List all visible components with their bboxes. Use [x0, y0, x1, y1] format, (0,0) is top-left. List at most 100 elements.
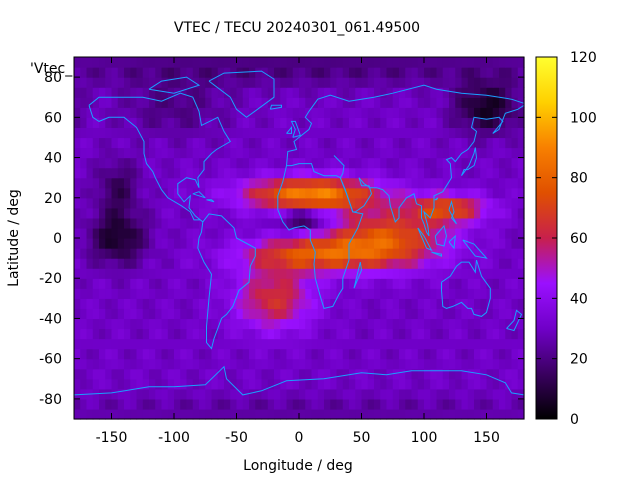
heatmap-cell [405, 388, 413, 400]
heatmap-cell [242, 328, 250, 340]
heatmap-cell [336, 67, 344, 78]
heatmap-cell [117, 177, 125, 189]
heatmap-cell [286, 207, 294, 219]
y-tick-label: -40 [39, 311, 62, 327]
heatmap-cell [424, 398, 431, 410]
heatmap-cell [449, 388, 456, 400]
heatmap-cell [130, 308, 138, 320]
heatmap-cell [442, 338, 450, 350]
heatmap-cell [355, 268, 363, 279]
coastline [339, 104, 525, 237]
heatmap-cell [486, 378, 494, 390]
heatmap-cell [499, 77, 506, 88]
heatmap-cell [461, 278, 469, 289]
heatmap-cell [430, 137, 438, 149]
heatmap-cell [261, 308, 269, 320]
heatmap-cell [449, 157, 456, 169]
heatmap-cell [149, 107, 156, 118]
heatmap-cell [142, 57, 150, 68]
heatmap-cell [380, 127, 388, 139]
heatmap-cell [192, 368, 200, 380]
heatmap-cell [399, 207, 406, 219]
heatmap-cell [417, 328, 425, 340]
heatmap-cell [199, 238, 206, 249]
heatmap-cell [355, 278, 363, 289]
heatmap-cell [142, 127, 150, 139]
heatmap-cell [392, 278, 400, 289]
heatmap-cell [211, 197, 219, 209]
heatmap-cell [105, 97, 113, 108]
heatmap-cell [499, 127, 506, 139]
heatmap-cell [249, 368, 256, 380]
heatmap-cell [105, 388, 113, 400]
heatmap-cell [480, 378, 488, 390]
heatmap-cell [336, 378, 344, 390]
heatmap-cell [311, 258, 319, 269]
heatmap-cell [174, 217, 181, 229]
heatmap-cell [136, 197, 144, 209]
heatmap-cell [324, 378, 331, 390]
heatmap-cell [99, 127, 106, 139]
heatmap-cell [286, 328, 294, 340]
heatmap-cell [374, 388, 381, 400]
heatmap-cell [180, 368, 188, 380]
heatmap-cell [299, 87, 306, 98]
heatmap-cell [117, 388, 125, 400]
heatmap-cell [405, 117, 413, 128]
heatmap-cell [311, 77, 319, 88]
heatmap-cell [224, 107, 231, 118]
heatmap-cell [117, 278, 125, 289]
heatmap-cell [330, 107, 338, 118]
heatmap-cell [467, 408, 475, 420]
heatmap-cell [142, 117, 150, 128]
heatmap-cell [149, 338, 156, 350]
heatmap-cell [255, 197, 263, 209]
heatmap-cell [286, 248, 294, 259]
heatmap-cell [342, 338, 350, 350]
heatmap-cell [336, 308, 344, 320]
heatmap-cell [292, 348, 300, 360]
heatmap-cell [424, 187, 431, 199]
heatmap-cell [374, 408, 381, 420]
heatmap-cell [436, 107, 444, 118]
heatmap-cell [211, 217, 219, 229]
heatmap-cell [255, 147, 263, 159]
heatmap-cell [399, 338, 406, 350]
heatmap-cell [161, 57, 169, 68]
heatmap-cell [142, 298, 150, 309]
heatmap-cell [430, 57, 438, 68]
heatmap-cell [317, 348, 325, 360]
heatmap-cell [311, 348, 319, 360]
heatmap-cell [217, 137, 225, 149]
heatmap-cell [186, 157, 194, 169]
heatmap-cell [105, 167, 113, 179]
heatmap-cell [280, 87, 288, 98]
heatmap-cell [111, 268, 119, 279]
heatmap-cell [167, 358, 175, 370]
heatmap-cell [311, 137, 319, 149]
heatmap-cell [336, 318, 344, 330]
heatmap-cell [342, 308, 350, 320]
heatmap-cell [130, 147, 138, 159]
heatmap-cell [305, 87, 313, 98]
heatmap-cell [467, 97, 475, 108]
heatmap-cell [211, 167, 219, 179]
heatmap-cell [467, 87, 475, 98]
heatmap-cell [192, 308, 200, 320]
heatmap-cell [105, 288, 113, 299]
heatmap-cell [192, 318, 200, 330]
heatmap-cell [111, 318, 119, 330]
heatmap-cell [211, 318, 219, 330]
heatmap-cell [299, 328, 306, 340]
heatmap-cell [280, 348, 288, 360]
heatmap-cell [236, 258, 244, 269]
heatmap-cell [492, 197, 500, 209]
heatmap-cell [142, 187, 150, 199]
heatmap-cell [161, 167, 169, 179]
heatmap-cell [455, 107, 463, 118]
heatmap-cell [380, 328, 388, 340]
heatmap-cell [455, 77, 463, 88]
heatmap-cell [480, 298, 488, 309]
heatmap-cell [186, 217, 194, 229]
heatmap-cell [492, 187, 500, 199]
